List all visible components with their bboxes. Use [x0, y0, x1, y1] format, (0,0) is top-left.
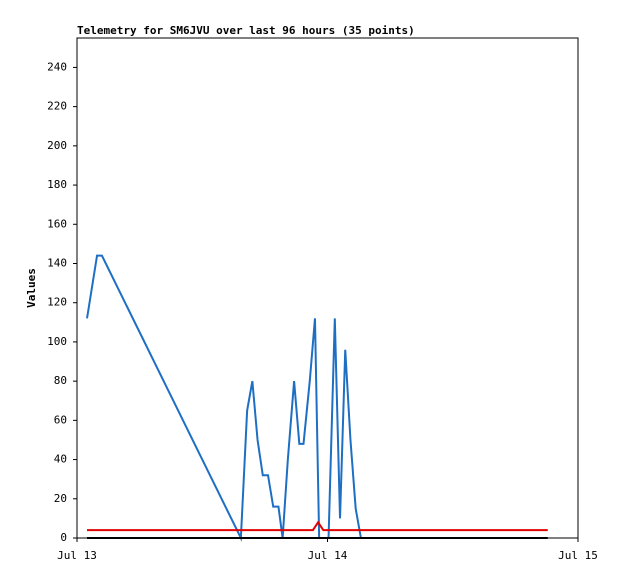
series-line	[86, 254, 362, 542]
y-tick-label: 100	[47, 335, 67, 348]
plot-frame	[76, 37, 579, 539]
x-tick-label: Jul 15	[558, 549, 598, 562]
y-tick-label: 140	[47, 256, 67, 269]
y-tick-label: 80	[54, 374, 67, 387]
y-tick-label: 0	[60, 531, 67, 544]
y-tick-label: 220	[47, 100, 67, 113]
y-tick-label: 60	[54, 413, 67, 426]
chart-title: Telemetry for SM6JVU over last 96 hours …	[77, 24, 415, 37]
x-tick-label: Jul 13	[57, 549, 97, 562]
y-tick-label: 160	[47, 217, 67, 230]
y-tick-label: 20	[54, 492, 67, 505]
y-tick-label: 200	[47, 139, 67, 152]
series-line	[87, 520, 548, 532]
y-axis-label: Values	[25, 268, 38, 308]
y-tick-label: 120	[47, 296, 67, 309]
y-tick-label: 180	[47, 178, 67, 191]
x-tick-label: Jul 14	[308, 549, 348, 562]
y-tick-label: 40	[54, 453, 67, 466]
y-tick-label: 240	[47, 60, 67, 73]
